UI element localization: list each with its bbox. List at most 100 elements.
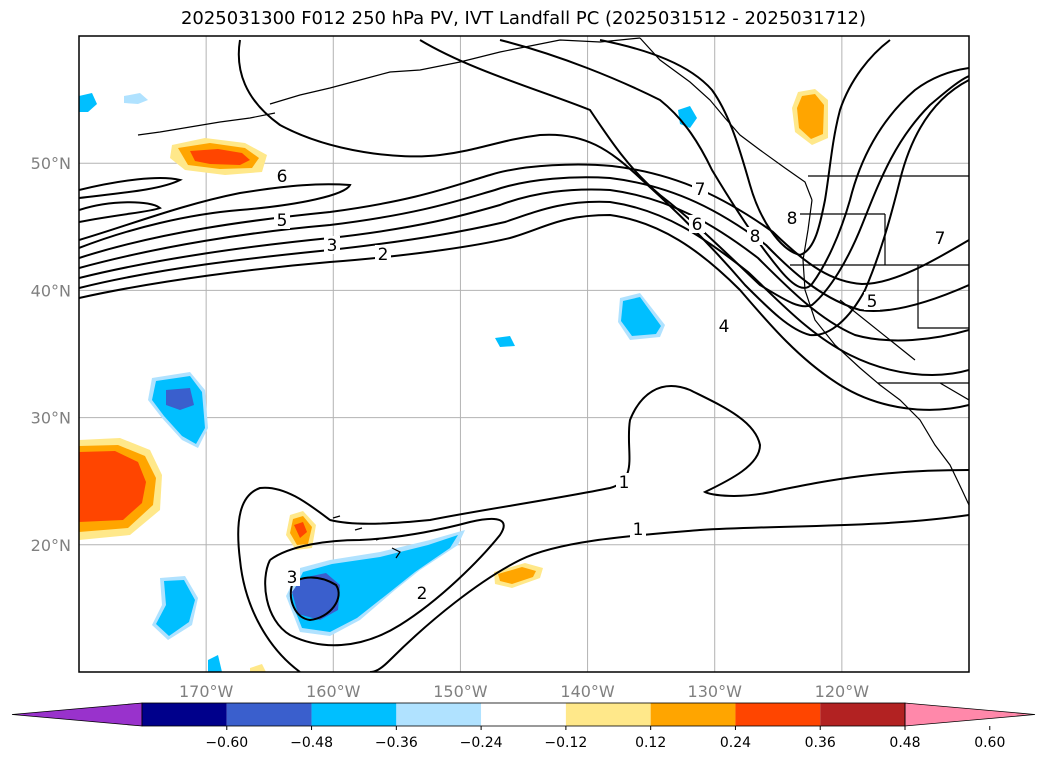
coastline-alaska bbox=[269, 37, 641, 105]
contour-label-background bbox=[616, 473, 632, 491]
pv-positive-region bbox=[294, 522, 307, 538]
colorbar-segment bbox=[311, 703, 397, 726]
contour-label-background bbox=[864, 292, 880, 310]
ivt-contour-line bbox=[79, 200, 969, 376]
colorbar-segment bbox=[735, 703, 821, 726]
ivt-contour-line bbox=[79, 176, 969, 312]
contour-label: 7 bbox=[695, 180, 706, 200]
pv-positive-region bbox=[797, 94, 824, 139]
contour-label: 5 bbox=[277, 211, 288, 231]
ivt-contour-labels: 1 1 2 2 3 3 4 5 5 6 6 7 7 8 8 bbox=[274, 167, 948, 604]
longitude-tick-label: 160°W bbox=[306, 682, 361, 701]
colorbar-tick-label: 0.36 bbox=[805, 735, 836, 751]
contour-label: 2 bbox=[417, 584, 428, 604]
ivt-contour-line bbox=[599, 39, 891, 257]
pv-negative-region bbox=[621, 297, 661, 336]
ivt-contour-line bbox=[79, 213, 969, 411]
pv-negative-region bbox=[292, 573, 340, 620]
contour-label-background bbox=[284, 568, 300, 586]
contour-label-background bbox=[375, 245, 391, 263]
map-title: 2025031300 F012 250 hPa PV, IVT Landfall… bbox=[180, 8, 867, 29]
contour-label: 7 bbox=[935, 229, 946, 249]
ivt-contour-line bbox=[264, 517, 505, 647]
contour-label-background bbox=[747, 227, 763, 245]
colorbar-tick-label: −0.12 bbox=[544, 735, 587, 751]
pv-positive-region bbox=[79, 451, 146, 522]
contour-label: 8 bbox=[750, 227, 761, 247]
latitude-tick-label: 50°N bbox=[31, 154, 71, 173]
gridlines bbox=[79, 36, 969, 672]
latitude-tick-label: 20°N bbox=[31, 536, 71, 555]
map-panel: 1 1 2 2 3 3 4 5 5 6 6 7 7 8 8 bbox=[78, 35, 970, 673]
longitude-tick-label: 170°W bbox=[179, 682, 234, 701]
pv-negative-region bbox=[156, 580, 195, 636]
pv-negative-region bbox=[152, 376, 205, 444]
ivt-contour-line bbox=[499, 39, 969, 289]
contour-label: 6 bbox=[692, 215, 703, 235]
contour-label-background bbox=[274, 211, 290, 229]
ivt-contour-line bbox=[79, 183, 352, 249]
ivt-contour-line bbox=[237, 39, 969, 337]
colorbar-extension-low bbox=[11, 702, 143, 727]
ivt-contour-line bbox=[79, 201, 162, 223]
contour-label: 1 bbox=[633, 520, 644, 540]
longitude-tick-label: 130°W bbox=[688, 682, 743, 701]
pv-filled-contours bbox=[79, 89, 828, 672]
colorbar-segment bbox=[396, 703, 482, 726]
colorbar-tick-label: 0.60 bbox=[974, 735, 1005, 751]
colorbar-segment bbox=[565, 703, 651, 726]
pv-negative-region bbox=[79, 93, 97, 112]
coastline-bc bbox=[639, 37, 813, 201]
contour-label: 5 bbox=[867, 292, 878, 312]
ivt-contour-line bbox=[369, 514, 969, 672]
contour-label: 1 bbox=[619, 473, 630, 493]
colorbar-extension-high bbox=[904, 702, 1036, 727]
colorbar-tick-label: 0.12 bbox=[635, 735, 666, 751]
pv-negative-region bbox=[124, 93, 148, 104]
colorbar-tick-label: 0.24 bbox=[720, 735, 751, 751]
colorbar-segment bbox=[226, 703, 312, 726]
colorbar-tick-label: 0.48 bbox=[889, 735, 920, 751]
colorbar-segment bbox=[650, 703, 736, 726]
latitude-tick-label: 30°N bbox=[31, 409, 71, 428]
colorbar-tick-label: −0.36 bbox=[375, 735, 418, 751]
pv-positive-region bbox=[190, 149, 250, 165]
pv-positive-region bbox=[250, 664, 266, 672]
coastline-aleutians bbox=[137, 112, 276, 136]
map-frame bbox=[78, 35, 970, 673]
pv-negative-region bbox=[208, 655, 222, 672]
latitude-tick-labels: 50°N 40°N 30°N 20°N bbox=[31, 154, 71, 555]
longitude-tick-label: 150°W bbox=[433, 682, 488, 701]
contour-label-background bbox=[689, 215, 705, 233]
contour-label: 6 bbox=[277, 167, 288, 187]
contour-label: 4 bbox=[719, 317, 730, 337]
coastline-hawaii bbox=[332, 515, 401, 559]
contour-label-background bbox=[716, 317, 732, 335]
contour-label: 2 bbox=[378, 245, 389, 265]
pv-negative-region bbox=[166, 388, 194, 410]
colorbar: −0.60 −0.48 −0.36 −0.24 −0.12 0.12 0.24 0.36 0.4… bbox=[11, 702, 1036, 751]
ivt-contour-line bbox=[290, 576, 340, 622]
colorbar-segment bbox=[481, 703, 566, 726]
coastlines bbox=[137, 37, 969, 559]
colorbar-tick-label: −0.24 bbox=[460, 735, 503, 751]
longitude-tick-label: 120°W bbox=[815, 682, 870, 701]
longitude-tick-labels: 170°W 160°W 150°W 140°W 130°W 120°W bbox=[179, 682, 869, 701]
contour-label: 3 bbox=[287, 568, 298, 588]
contour-label-background bbox=[414, 584, 430, 602]
pv-positive-region bbox=[498, 567, 536, 584]
contour-label-background bbox=[692, 180, 708, 198]
colorbar-frame bbox=[141, 702, 906, 727]
longitude-tick-label: 140°W bbox=[560, 682, 615, 701]
latitude-tick-label: 40°N bbox=[31, 281, 71, 300]
ivt-contour-line bbox=[419, 39, 969, 308]
contour-label-background bbox=[784, 209, 800, 227]
contour-label-background bbox=[324, 236, 340, 254]
contour-label-background bbox=[274, 167, 290, 185]
colorbar-tick-label: −0.60 bbox=[205, 735, 248, 751]
ivt-contour-line bbox=[79, 177, 183, 199]
ivt-contour-line bbox=[79, 188, 969, 342]
contour-label: 8 bbox=[787, 209, 798, 229]
colorbar-segment bbox=[142, 703, 227, 726]
